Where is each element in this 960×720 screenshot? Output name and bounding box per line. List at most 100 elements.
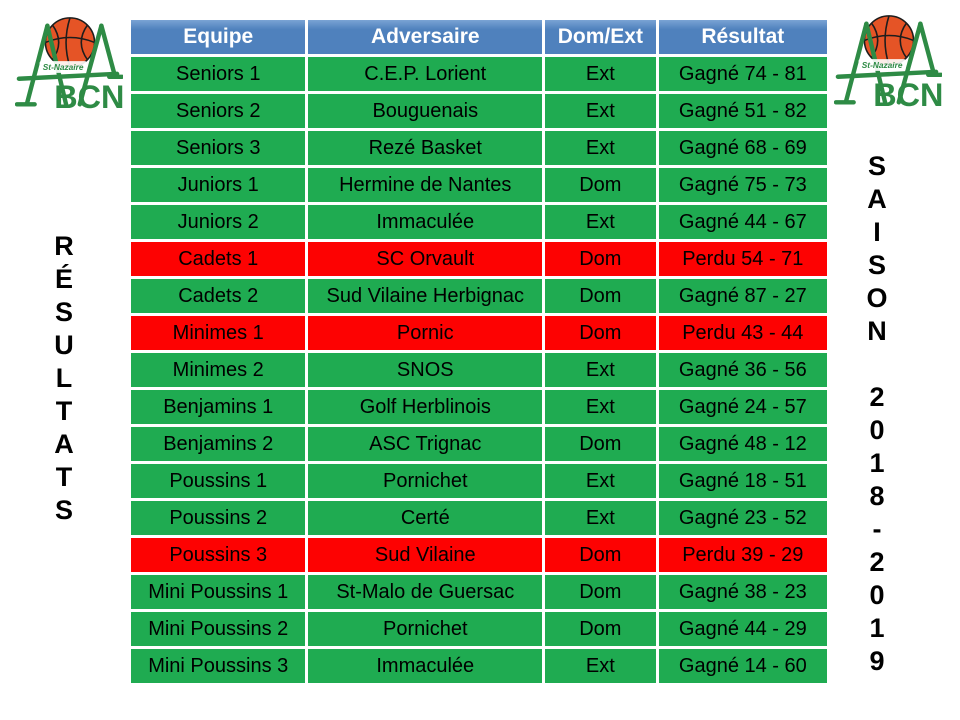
- cell-equipe: Poussins 2: [131, 501, 306, 535]
- logo-city-text: St-Nazaire: [862, 60, 903, 70]
- cell-equipe: Juniors 1: [131, 168, 306, 202]
- cell-resultat: Perdu 39 - 29: [658, 538, 827, 572]
- vertical-letter: 2: [869, 547, 885, 577]
- cell-resultat: Gagné 38 - 23: [658, 575, 827, 609]
- cell-resultat: Gagné 44 - 29: [658, 612, 827, 646]
- results-table: Equipe Adversaire Dom/Ext Résultat Senio…: [128, 17, 830, 686]
- cell-equipe: Benjamins 1: [131, 390, 306, 424]
- cell-resultat: Gagné 74 - 81: [658, 57, 827, 91]
- cell-resultat: Gagné 18 - 51: [658, 464, 827, 498]
- logo-city-text: St-Nazaire: [43, 62, 84, 72]
- cell-adversaire: Pornichet: [308, 612, 543, 646]
- cell-adversaire: Immaculée: [308, 649, 543, 683]
- club-logo-left: St-Nazaire BCN: [15, 12, 123, 118]
- header-adversaire: Adversaire: [308, 20, 543, 54]
- vertical-letter: T: [55, 462, 73, 492]
- abcn-logo-graphic: St-Nazaire BCN: [834, 15, 942, 113]
- vertical-letter: A: [54, 429, 74, 459]
- vertical-letter: 2: [869, 382, 885, 412]
- header-resultat: Résultat: [658, 20, 827, 54]
- cell-adversaire: SC Orvault: [308, 242, 543, 276]
- vertical-letter: O: [866, 283, 888, 313]
- cell-resultat: Perdu 43 - 44: [658, 316, 827, 350]
- table-row: Juniors 1 Hermine de Nantes Dom Gagné 75…: [131, 168, 827, 202]
- table-row: Minimes 2 SNOS Ext Gagné 36 - 56: [131, 353, 827, 387]
- cell-equipe: Minimes 2: [131, 353, 306, 387]
- cell-equipe: Seniors 1: [131, 57, 306, 91]
- table-row: Mini Poussins 2 Pornichet Dom Gagné 44 -…: [131, 612, 827, 646]
- cell-equipe: Juniors 2: [131, 205, 306, 239]
- cell-resultat: Gagné 24 - 57: [658, 390, 827, 424]
- cell-resultat: Gagné 36 - 56: [658, 353, 827, 387]
- cell-resultat: Gagné 23 - 52: [658, 501, 827, 535]
- cell-dom-ext: Ext: [545, 649, 656, 683]
- table-row: Seniors 1 C.E.P. Lorient Ext Gagné 74 - …: [131, 57, 827, 91]
- cell-equipe: Seniors 2: [131, 94, 306, 128]
- cell-equipe: Seniors 3: [131, 131, 306, 165]
- cell-resultat: Gagné 14 - 60: [658, 649, 827, 683]
- results-table-wrap: Equipe Adversaire Dom/Ext Résultat Senio…: [128, 17, 830, 686]
- cell-adversaire: Pornic: [308, 316, 543, 350]
- cell-adversaire: ASC Trignac: [308, 427, 543, 461]
- logo-club-letters: BCN: [873, 77, 942, 113]
- table-row: Mini Poussins 3 Immaculée Ext Gagné 14 -…: [131, 649, 827, 683]
- vertical-letter: L: [55, 363, 73, 393]
- vertical-letter: -: [872, 514, 882, 544]
- table-row: Juniors 2 Immaculée Ext Gagné 44 - 67: [131, 205, 827, 239]
- vertical-letter: 1: [869, 613, 885, 643]
- club-logo-right: St-Nazaire BCN: [834, 10, 942, 116]
- cell-dom-ext: Ext: [545, 57, 656, 91]
- cell-dom-ext: Ext: [545, 464, 656, 498]
- table-row: Poussins 2 Certé Ext Gagné 23 - 52: [131, 501, 827, 535]
- cell-resultat: Gagné 48 - 12: [658, 427, 827, 461]
- cell-resultat: Gagné 68 - 69: [658, 131, 827, 165]
- vertical-letter: I: [873, 217, 881, 247]
- cell-dom-ext: Ext: [545, 131, 656, 165]
- vertical-letter: S: [54, 297, 73, 327]
- vertical-letter: S: [867, 250, 886, 280]
- cell-adversaire: Hermine de Nantes: [308, 168, 543, 202]
- cell-equipe: Poussins 1: [131, 464, 306, 498]
- cell-dom-ext: Dom: [545, 427, 656, 461]
- vertical-letter: T: [55, 396, 73, 426]
- vertical-letter: 0: [869, 415, 885, 445]
- table-row: Cadets 1 SC Orvault Dom Perdu 54 - 71: [131, 242, 827, 276]
- cell-equipe: Cadets 2: [131, 279, 306, 313]
- cell-dom-ext: Dom: [545, 612, 656, 646]
- vertical-letter: R: [54, 231, 74, 261]
- cell-equipe: Cadets 1: [131, 242, 306, 276]
- table-row: Seniors 2 Bouguenais Ext Gagné 51 - 82: [131, 94, 827, 128]
- vertical-letter: N: [867, 316, 887, 346]
- cell-adversaire: Certé: [308, 501, 543, 535]
- table-row: Mini Poussins 1 St-Malo de Guersac Dom G…: [131, 575, 827, 609]
- abcn-logo-graphic: St-Nazaire BCN: [15, 17, 123, 115]
- vertical-letter: S: [54, 495, 73, 525]
- cell-dom-ext: Ext: [545, 94, 656, 128]
- header-equipe: Equipe: [131, 20, 306, 54]
- vertical-letter: 9: [869, 646, 885, 676]
- table-row: Benjamins 2 ASC Trignac Dom Gagné 48 - 1…: [131, 427, 827, 461]
- cell-adversaire: SNOS: [308, 353, 543, 387]
- cell-dom-ext: Dom: [545, 168, 656, 202]
- cell-adversaire: Immaculée: [308, 205, 543, 239]
- table-header-row: Equipe Adversaire Dom/Ext Résultat: [131, 20, 827, 54]
- vertical-letter: S: [867, 151, 886, 181]
- cell-dom-ext: Ext: [545, 390, 656, 424]
- cell-dom-ext: Dom: [545, 242, 656, 276]
- cell-equipe: Minimes 1: [131, 316, 306, 350]
- cell-resultat: Gagné 44 - 67: [658, 205, 827, 239]
- cell-dom-ext: Dom: [545, 538, 656, 572]
- vertical-letter: 1: [869, 448, 885, 478]
- vertical-letter: 0: [869, 580, 885, 610]
- cell-resultat: Gagné 51 - 82: [658, 94, 827, 128]
- cell-adversaire: Sud Vilaine: [308, 538, 543, 572]
- table-row: Poussins 1 Pornichet Ext Gagné 18 - 51: [131, 464, 827, 498]
- cell-adversaire: Sud Vilaine Herbignac: [308, 279, 543, 313]
- cell-equipe: Benjamins 2: [131, 427, 306, 461]
- cell-equipe: Mini Poussins 3: [131, 649, 306, 683]
- table-row: Minimes 1 Pornic Dom Perdu 43 - 44: [131, 316, 827, 350]
- cell-equipe: Poussins 3: [131, 538, 306, 572]
- vertical-letter: É: [54, 264, 73, 294]
